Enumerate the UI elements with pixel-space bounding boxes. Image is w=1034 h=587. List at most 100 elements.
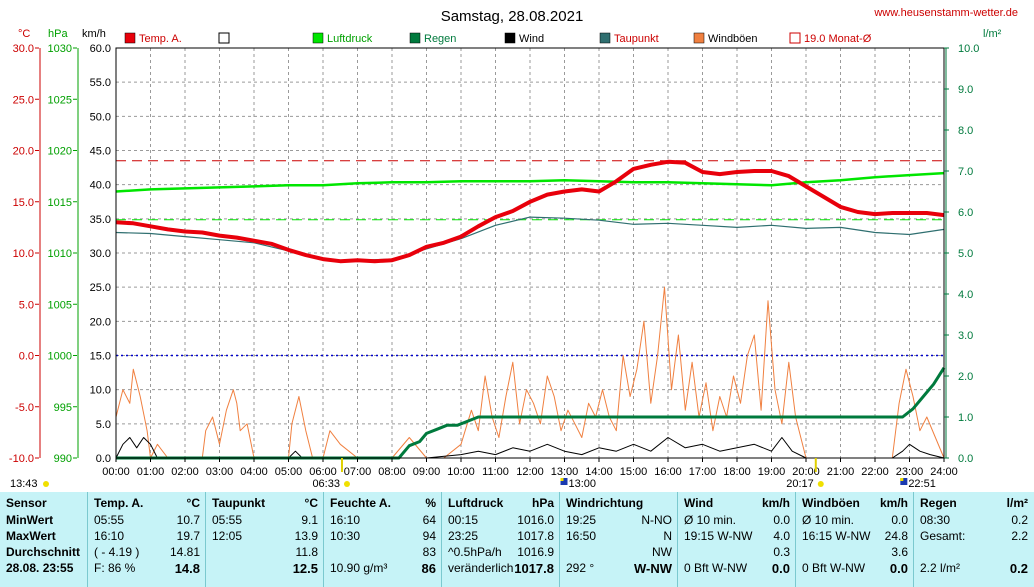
table-cell-left: 10:30 <box>330 529 361 543</box>
tick-label-kmh: 30.0 <box>90 248 111 260</box>
table-cell-value: 11.8 <box>295 545 318 559</box>
table-cell-value: 1017.8 <box>514 561 554 576</box>
table-cell-value: 14.81 <box>169 545 200 559</box>
legend-swatch <box>789 32 801 44</box>
table-row: 0 Bft W-NW 0.0 <box>684 561 790 576</box>
unit-c: °C <box>18 28 30 40</box>
table-cell-value: N <box>663 529 672 543</box>
tick-label-c: 15.0 <box>13 197 34 209</box>
tick-label-hpa: 1015 <box>48 197 72 209</box>
legend-item: Temp. A. <box>124 32 182 45</box>
reference-lines <box>116 160 944 357</box>
table-cell-left: 23:25 <box>448 529 479 543</box>
table-row: 3.6 <box>802 545 908 560</box>
table-cell-value: 0.0 <box>891 513 908 527</box>
tick-label-rain: 3.0 <box>958 330 973 342</box>
tick-label-c: 0.0 <box>19 351 34 363</box>
table-col-gust: Windböen km/h Ø 10 min. 0.0 16:15 W-NW 24.8 3.… <box>796 492 914 587</box>
table-cell-left: ^0.5hPa/h <box>448 545 502 559</box>
table-row: 19:15 W-NW 4.0 <box>684 529 790 544</box>
table-row: 10.90 g/m³ 86 <box>330 561 436 576</box>
table-header-unit: °C <box>186 496 200 510</box>
table-row: 0 Bft W-NW 0.0 <box>802 561 908 576</box>
tick-label-x: 22:00 <box>861 466 889 478</box>
tick-label-hpa: 990 <box>54 453 72 465</box>
table-cell-value: 10.7 <box>176 513 200 527</box>
table-header-unit: °C <box>304 496 318 510</box>
tick-label-x: 02:00 <box>171 466 199 478</box>
table-cell-value: 19.7 <box>176 529 200 543</box>
tick-label-rain: 5.0 <box>958 248 973 260</box>
legend-swatch <box>409 32 421 44</box>
table-cell-left: 10.90 g/m³ <box>330 561 388 575</box>
table-cell-left: 0 Bft W-NW <box>802 561 866 575</box>
table-col-direction: Windrichtung 19:25 N-NO 16:50 N NW 292 ° W-NW <box>560 492 678 587</box>
legend-label: Taupunkt <box>614 33 659 45</box>
table-row: 12:05 13.9 <box>212 529 318 544</box>
table-cell-left: 0 Bft W-NW <box>684 561 748 575</box>
table-cell-left: ( - 4.19 ) <box>94 545 140 559</box>
tick-label-rain: 6.0 <box>958 207 973 219</box>
tick-label-x: 14:00 <box>585 466 613 478</box>
table-col-sensor: Sensor MinWert MaxWert Durchschnitt 28.08. 2… <box>0 492 88 587</box>
moon-left-icon <box>43 481 49 487</box>
tick-label-x: 11:00 <box>482 466 509 478</box>
tick-label-kmh: 0.0 <box>96 453 111 465</box>
table-cell-left: Gesamt: <box>920 529 966 543</box>
table-header-unit: % <box>425 496 436 510</box>
table-col-temp: Temp. A. °C 05:55 10.7 16:10 19.7 ( - 4.19 ) 14… <box>88 492 206 587</box>
table-cell-left: 05:55 <box>212 513 243 527</box>
table-cell-value: 9.1 <box>301 513 318 527</box>
table-cell-value: 3.6 <box>891 545 908 559</box>
table-row: 05:55 10.7 <box>94 513 200 528</box>
table-row: 0.3 <box>684 545 790 560</box>
tick-label-x: 19:00 <box>758 466 786 478</box>
tick-label-x: 01:00 <box>137 466 165 478</box>
tick-label-kmh: 15.0 <box>90 351 111 363</box>
table-cell-value: 4.0 <box>773 529 790 543</box>
table-cell-left: 16:10 <box>330 513 361 527</box>
tick-label-x: 08:00 <box>378 466 406 478</box>
table-header-label: Wind <box>684 496 714 510</box>
chart-grid <box>116 48 944 458</box>
tick-label-x: 00:00 <box>102 466 130 478</box>
sunrise-icon <box>343 481 350 487</box>
table-row: 16:15 W-NW 24.8 <box>802 529 908 544</box>
table-row-label: 28.08. 23:55 <box>6 561 74 575</box>
series-dewpoint <box>115 216 945 261</box>
tick-label-rain: 8.0 <box>958 125 973 137</box>
tick-label-kmh: 60.0 <box>90 43 111 55</box>
table-cell-value: N-NO <box>641 513 672 527</box>
tick-label-hpa: 1005 <box>48 299 72 311</box>
table-cell-value: 1016.9 <box>517 545 554 559</box>
site-link[interactable]: www.heusenstamm-wetter.de <box>873 7 1018 19</box>
table-header-unit: l/m² <box>1006 496 1028 510</box>
table-cell-left: F: 86 % <box>94 561 136 575</box>
tick-label-x: 06:00 <box>309 466 337 478</box>
legend-label: Luftdruck <box>327 33 373 45</box>
sunset-time: 20:17 <box>786 478 814 490</box>
tick-label-x: 16:00 <box>654 466 682 478</box>
tick-label-kmh: 25.0 <box>90 282 111 294</box>
tick-label-rain: 7.0 <box>958 166 973 178</box>
table-header-label: Windrichtung <box>566 496 644 510</box>
table-row-label: MinWert <box>6 513 54 527</box>
table-header-label: Taupunkt <box>212 496 266 510</box>
legend-item: Regen <box>409 32 456 45</box>
moon-event-2-icon <box>900 478 908 485</box>
table-header-label: Feuchte A. <box>330 496 391 510</box>
tick-label-c: 20.0 <box>13 146 34 158</box>
tick-label-kmh: 20.0 <box>90 316 111 328</box>
moon-event-2-time: 22:51 <box>908 478 936 490</box>
tick-label-c: -5.0 <box>15 402 34 414</box>
table-row: ^0.5hPa/h 1016.9 <box>448 545 554 560</box>
table-separator <box>559 492 560 587</box>
table-row: 05:55 9.1 <box>212 513 318 528</box>
legend-item <box>218 32 230 44</box>
table-header: Windböen km/h <box>802 496 908 511</box>
table-row: 12.5 <box>212 561 318 576</box>
legend-item: Windböen <box>693 32 758 45</box>
table-cell-left: 19:15 W-NW <box>684 529 753 543</box>
table-cell-left: 12:05 <box>212 529 243 543</box>
table-separator <box>205 492 206 587</box>
